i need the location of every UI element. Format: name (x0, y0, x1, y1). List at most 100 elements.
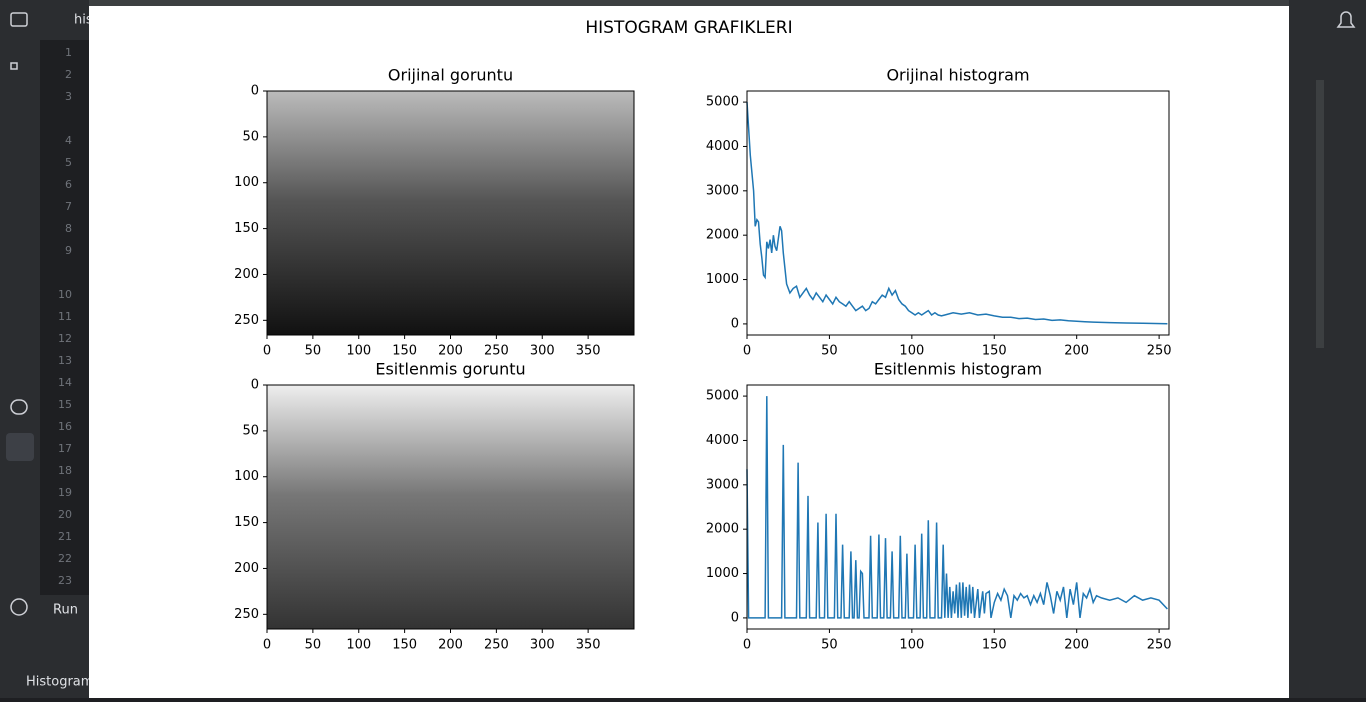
x-tick-label: 300 (530, 344, 555, 359)
line-number: 16 (58, 420, 72, 433)
subplot-title: Orijinal histogram (886, 66, 1029, 85)
axes-frame (746, 90, 1170, 336)
y-tick-label: 4000 (706, 433, 739, 448)
x-tick-label: 200 (438, 638, 463, 653)
y-tick-label: 50 (242, 129, 259, 144)
y-tick-label: 0 (731, 316, 739, 331)
scrollbar (1316, 80, 1324, 348)
y-tick-label: 0 (251, 378, 259, 393)
y-tick-label: 0 (731, 610, 739, 625)
ide-right-bar (1289, 0, 1366, 698)
y-tick-label: 200 (234, 267, 259, 282)
line-number: 3 (65, 90, 72, 103)
line-number: 14 (58, 376, 72, 389)
image (267, 91, 634, 335)
y-tick-label: 150 (234, 221, 259, 236)
y-tick-label: 5000 (706, 389, 739, 404)
x-tick-label: 300 (530, 638, 555, 653)
line-number: 7 (65, 200, 72, 213)
x-tick-label: 50 (821, 344, 838, 359)
x-tick-label: 0 (263, 638, 271, 653)
run-icon[interactable] (6, 433, 34, 461)
toolbar-icons (6, 11, 1356, 616)
python-icon[interactable] (10, 399, 28, 415)
y-tick-label: 100 (234, 175, 259, 190)
image (267, 385, 634, 629)
axes-frame (266, 384, 635, 630)
line-number: 19 (58, 486, 72, 499)
line-number: 17 (58, 442, 72, 455)
y-tick-label: 2000 (706, 522, 739, 537)
histogram-line (746, 396, 1168, 619)
run-label[interactable]: Run (53, 603, 78, 618)
notifications-icon[interactable] (1336, 11, 1356, 28)
x-tick-label: 200 (1064, 638, 1089, 653)
line-number: 18 (58, 464, 72, 477)
x-tick-label: 200 (438, 344, 463, 359)
y-tick-label: 150 (234, 515, 259, 530)
y-tick-label: 1000 (706, 566, 739, 581)
run-panel (40, 595, 89, 698)
subplot-title: Esitlenmis goruntu (375, 360, 525, 379)
x-tick-label: 150 (392, 638, 417, 653)
problems-icon[interactable] (10, 598, 28, 616)
x-tick-label: 250 (1147, 344, 1172, 359)
subplot-title: Esitlenmis histogram (874, 360, 1042, 379)
x-tick-label: 350 (576, 638, 601, 653)
x-tick-label: 250 (1147, 638, 1172, 653)
x-tick-label: 50 (305, 344, 322, 359)
x-tick-label: 100 (899, 344, 924, 359)
line-number: 10 (58, 288, 72, 301)
y-tick-label: 250 (234, 313, 259, 328)
x-tick-label: 50 (821, 638, 838, 653)
line-number: 2 (65, 68, 72, 81)
x-tick-label: 0 (743, 344, 751, 359)
x-tick-label: 250 (484, 344, 509, 359)
x-tick-label: 0 (263, 344, 271, 359)
y-tick-label: 3000 (706, 477, 739, 492)
x-tick-label: 50 (305, 638, 322, 653)
y-tick-label: 2000 (706, 228, 739, 243)
y-tick-label: 200 (234, 561, 259, 576)
line-number: 9 (65, 244, 72, 257)
line-number: 13 (58, 354, 72, 367)
subplot-title: Orijinal goruntu (388, 66, 513, 85)
structure-icon[interactable] (10, 62, 18, 70)
ide-tabbar (40, 0, 89, 40)
x-tick-label: 100 (346, 344, 371, 359)
line-number: 21 (58, 530, 72, 543)
tab-label[interactable]: his (74, 13, 93, 28)
x-tick-label: 100 (899, 638, 924, 653)
x-tick-label: 0 (743, 638, 751, 653)
histogram-line (746, 102, 1168, 325)
window-titlebar (89, 0, 1289, 6)
status-label[interactable]: Histogram (26, 675, 93, 690)
x-tick-label: 150 (982, 638, 1007, 653)
axes-frame (746, 384, 1170, 630)
line-number: 1 (65, 46, 72, 59)
y-tick-label: 0 (251, 84, 259, 99)
y-tick-label: 100 (234, 469, 259, 484)
x-tick-label: 250 (484, 638, 509, 653)
line-number: 22 (58, 552, 72, 565)
folder-icon[interactable] (10, 12, 28, 27)
y-tick-label: 50 (242, 423, 259, 438)
y-tick-label: 3000 (706, 183, 739, 198)
x-tick-label: 350 (576, 344, 601, 359)
line-number: 6 (65, 178, 72, 191)
ide-toolbar (0, 0, 40, 698)
line-number: 8 (65, 222, 72, 235)
x-tick-label: 150 (982, 344, 1007, 359)
x-tick-label: 150 (392, 344, 417, 359)
y-tick-label: 250 (234, 607, 259, 622)
line-number: 20 (58, 508, 72, 521)
x-tick-label: 100 (346, 638, 371, 653)
ide-gutter (40, 0, 89, 698)
x-tick-label: 200 (1064, 344, 1089, 359)
y-tick-label: 4000 (706, 139, 739, 154)
line-number: 5 (65, 156, 72, 169)
axes-frame (266, 90, 635, 336)
line-number: 11 (58, 310, 72, 323)
